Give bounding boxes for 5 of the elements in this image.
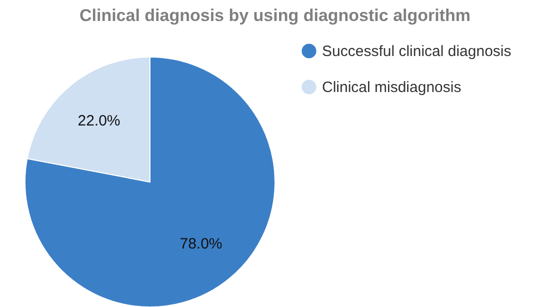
- legend-label: Successful clinical diagnosis: [322, 43, 512, 60]
- chart-title: Clinical diagnosis by using diagnostic algorithm: [79, 6, 471, 25]
- legend-label: Clinical misdiagnosis: [322, 79, 462, 96]
- data-label: 78.0%: [180, 236, 222, 253]
- data-label: 22.0%: [78, 112, 120, 130]
